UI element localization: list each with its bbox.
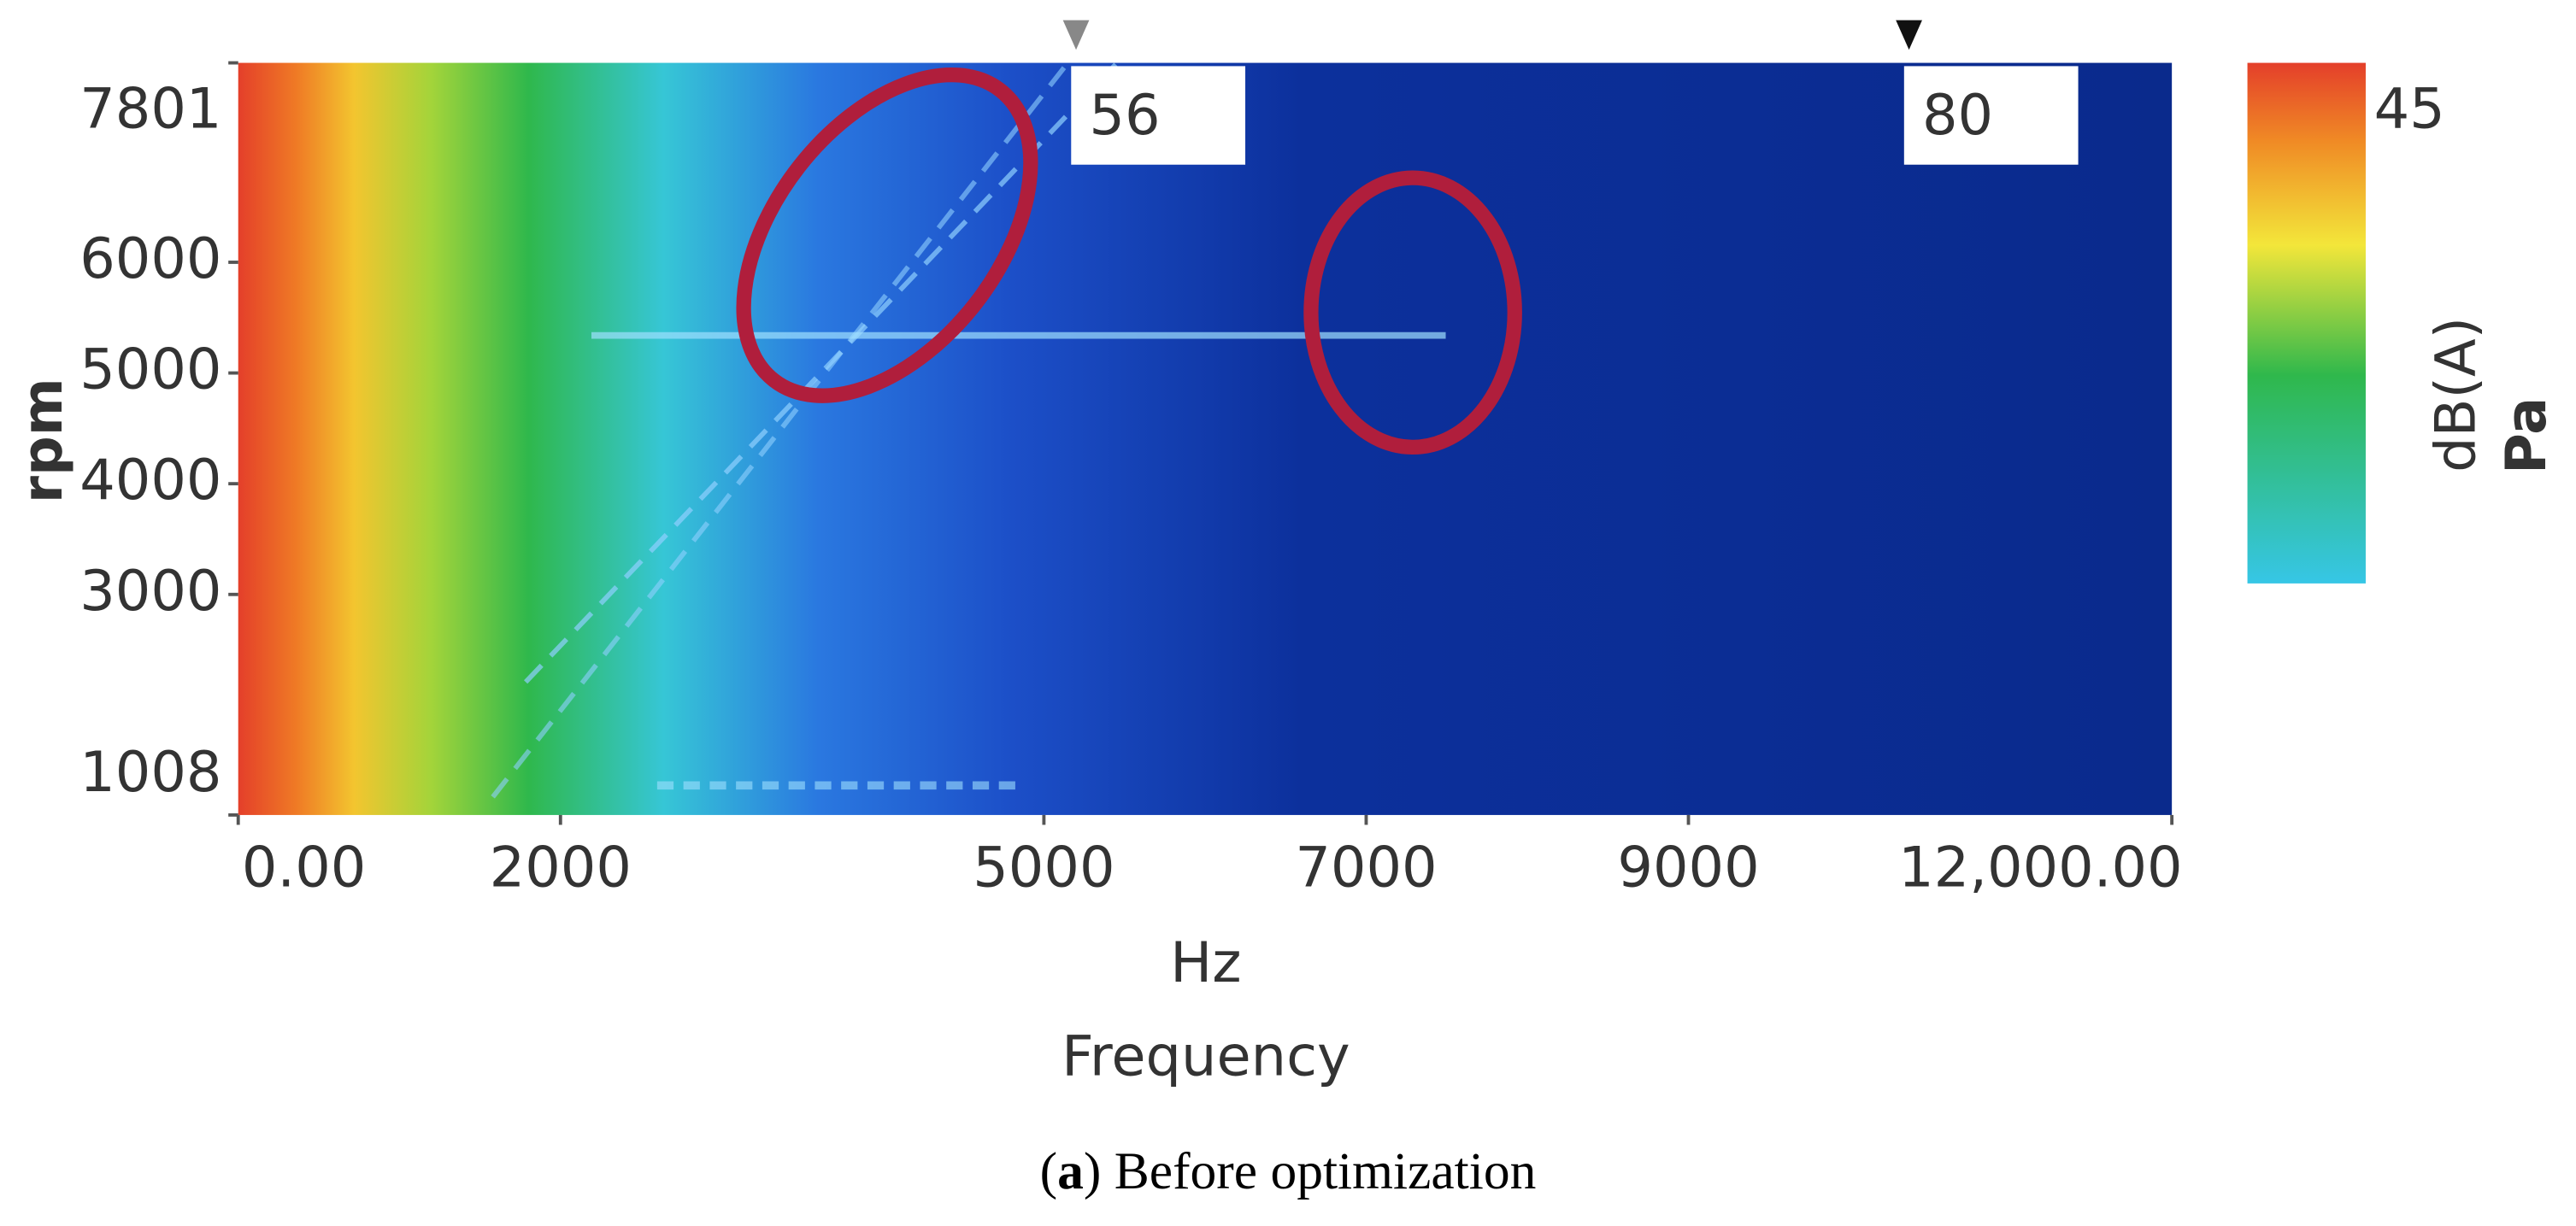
y-tick-label: 1008: [79, 740, 221, 805]
y-tick-label: 7801: [79, 76, 221, 141]
x-axis-label: Hz: [1170, 930, 1241, 995]
cursor-label: 56: [1089, 83, 1160, 148]
highlight-ellipse: [736, 67, 1038, 403]
colorbar-unit: dB(A): [2424, 317, 2489, 472]
cursor-box: [1071, 66, 1246, 165]
cursor-label: 80: [1922, 83, 1993, 148]
highlight-ellipse: [1303, 170, 1522, 455]
y-axis-label: rpm: [10, 378, 75, 503]
cursor-marker: [1896, 20, 1922, 50]
y-tick-label: 5000: [79, 337, 221, 402]
colorbar: [2247, 62, 2366, 584]
y-tick-label: 6000: [79, 226, 221, 291]
spectrogram: [238, 62, 2173, 815]
y-tick-label: 3000: [79, 559, 221, 624]
x-tick-label: 0.00: [242, 835, 367, 900]
x-axis-title: Frequency: [1062, 1024, 1350, 1088]
colorbar-max-label: 45: [2374, 76, 2445, 141]
caption-letter: a: [1057, 1142, 1084, 1200]
cursor-marker: [1062, 20, 1090, 50]
x-tick-label: 12,000.00: [1898, 835, 2183, 900]
x-tick-label: 5000: [973, 835, 1115, 900]
colorbar-quantity: Pa: [2494, 397, 2559, 474]
cursor-box: [1903, 66, 2079, 165]
x-tick-label: 9000: [1617, 835, 1759, 900]
caption-open: (: [1040, 1142, 1057, 1200]
x-tick-label: 2000: [490, 835, 632, 900]
x-tick-label: 7000: [1295, 835, 1437, 900]
caption: (a) Before optimization: [1040, 1142, 1537, 1200]
heatmap: [238, 61, 2173, 815]
y-tick-label: 4000: [79, 448, 221, 513]
order-line: [491, 61, 1070, 799]
caption-text: ) Before optimization: [1084, 1142, 1536, 1200]
